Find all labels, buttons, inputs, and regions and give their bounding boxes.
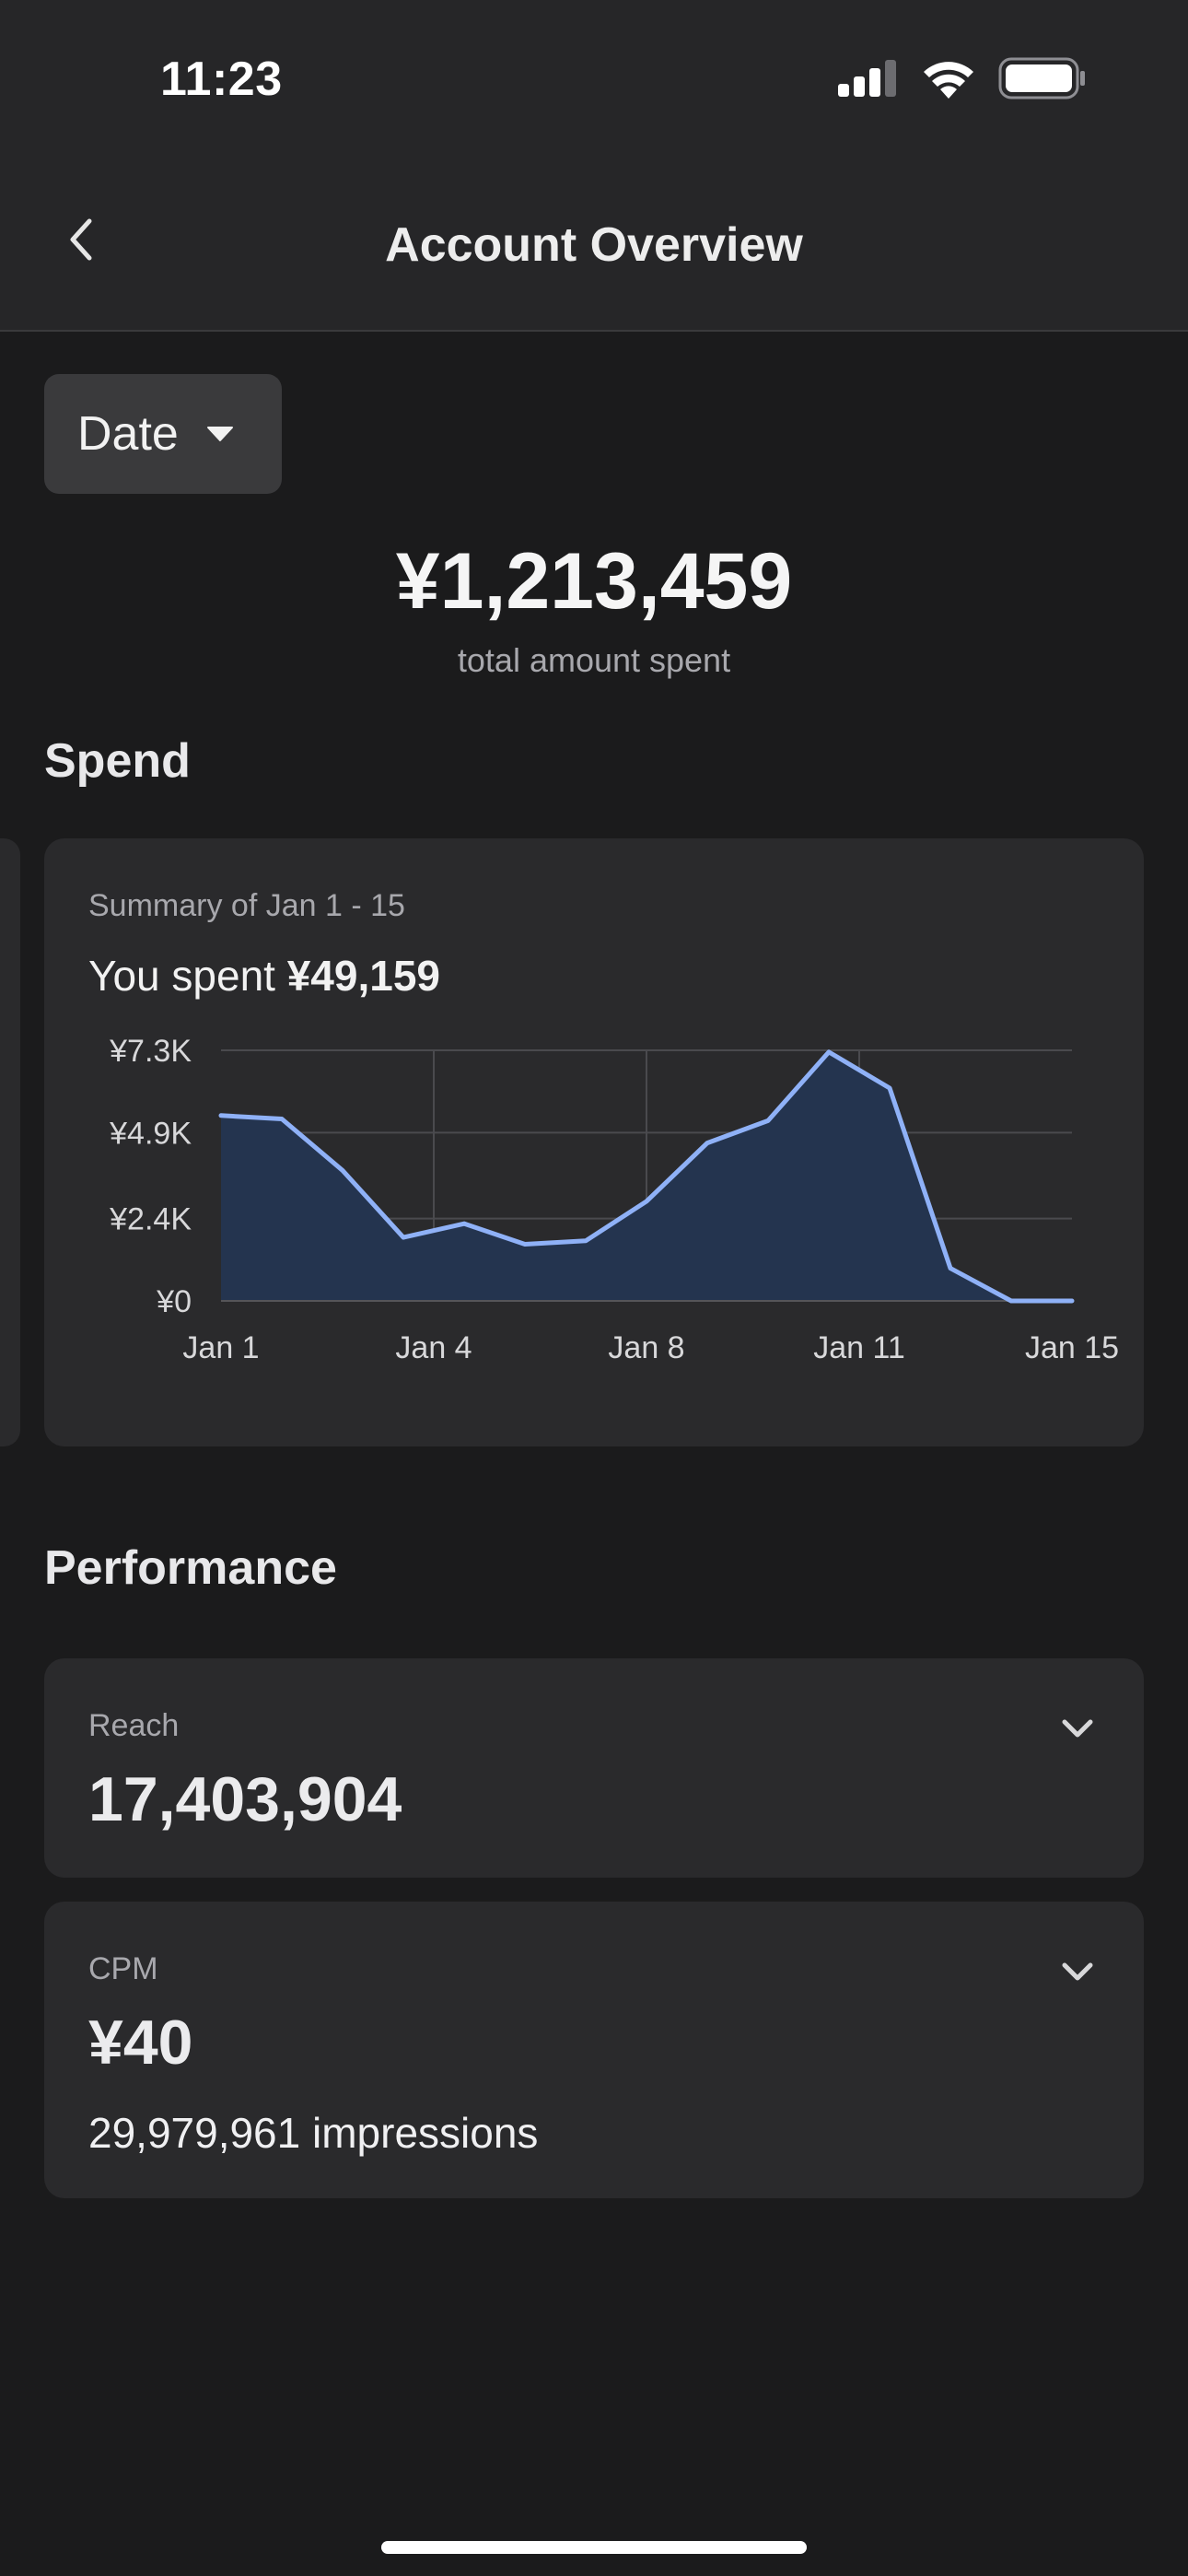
- back-button[interactable]: [52, 210, 111, 269]
- reach-value: 17,403,904: [88, 1764, 402, 1834]
- chart-y-tick-label: ¥7.3K: [109, 1034, 192, 1069]
- status-bar: 11:23: [0, 0, 1188, 157]
- nav-bar: Account Overview: [0, 157, 1188, 332]
- cpm-card[interactable]: CPM ¥40 29,979,961 impressions: [44, 1902, 1144, 2198]
- previous-card-peek[interactable]: [0, 838, 20, 1446]
- chart-x-tick-label: Jan 4: [395, 1330, 472, 1365]
- chart-x-tick-label: Jan 8: [608, 1330, 684, 1365]
- cellular-signal-icon: [838, 60, 896, 97]
- chevron-down-icon: [1062, 1962, 1093, 1981]
- spent-prefix: You spent: [88, 952, 275, 1000]
- reach-label: Reach: [88, 1708, 180, 1743]
- page-title: Account Overview: [385, 218, 803, 272]
- home-indicator[interactable]: [381, 2541, 807, 2554]
- cpm-value: ¥40: [88, 2008, 193, 2078]
- spend-summary-card[interactable]: Summary of Jan 1 - 15 You spent ¥49,159 …: [44, 838, 1144, 1446]
- spend-chart: ¥0 ¥2.4K ¥4.9K ¥7.3K Jan 1 Jan 4 Jan 8 Jan 11 Ja…: [109, 1034, 1119, 1365]
- reach-card[interactable]: Reach 17,403,904: [44, 1658, 1144, 1878]
- impressions-count: 29,979,961 impressions: [88, 2109, 539, 2157]
- status-time: 11:23: [160, 53, 283, 106]
- chart-series-line: [218, 1049, 1075, 1304]
- battery-icon: [998, 57, 1085, 100]
- chart-x-tick-label: Jan 15: [1025, 1330, 1119, 1365]
- chart-y-tick-label: ¥2.4K: [109, 1202, 192, 1237]
- chevron-left-icon: [70, 218, 92, 261]
- spent-line: You spent ¥49,159: [88, 951, 440, 1001]
- cpm-label: CPM: [88, 1951, 158, 1986]
- reach-expand-button[interactable]: [1057, 1708, 1098, 1749]
- status-icons: [838, 57, 1087, 100]
- spend-section-title: Spend: [44, 734, 191, 788]
- total-amount-label: total amount spent: [457, 641, 731, 679]
- chart-x-tick-label: Jan 11: [813, 1330, 905, 1365]
- chevron-down-icon: [1062, 1719, 1093, 1738]
- cpm-expand-button[interactable]: [1057, 1951, 1098, 1992]
- chart-area-fill: [221, 1051, 1072, 1301]
- date-filter-label: Date: [77, 407, 179, 461]
- chart-y-tick-label: ¥4.9K: [109, 1116, 192, 1151]
- spent-amount: ¥49,159: [286, 952, 440, 1000]
- total-amount: ¥1,213,459: [395, 537, 793, 626]
- wifi-icon: [924, 62, 973, 99]
- chart-y-tick-label: ¥0: [156, 1284, 192, 1319]
- chart-x-tick-label: Jan 1: [182, 1330, 259, 1365]
- caret-down-icon: [206, 427, 233, 441]
- summary-label: Summary of Jan 1 - 15: [88, 888, 405, 923]
- date-filter-button[interactable]: Date: [44, 374, 282, 494]
- performance-section-title: Performance: [44, 1541, 337, 1595]
